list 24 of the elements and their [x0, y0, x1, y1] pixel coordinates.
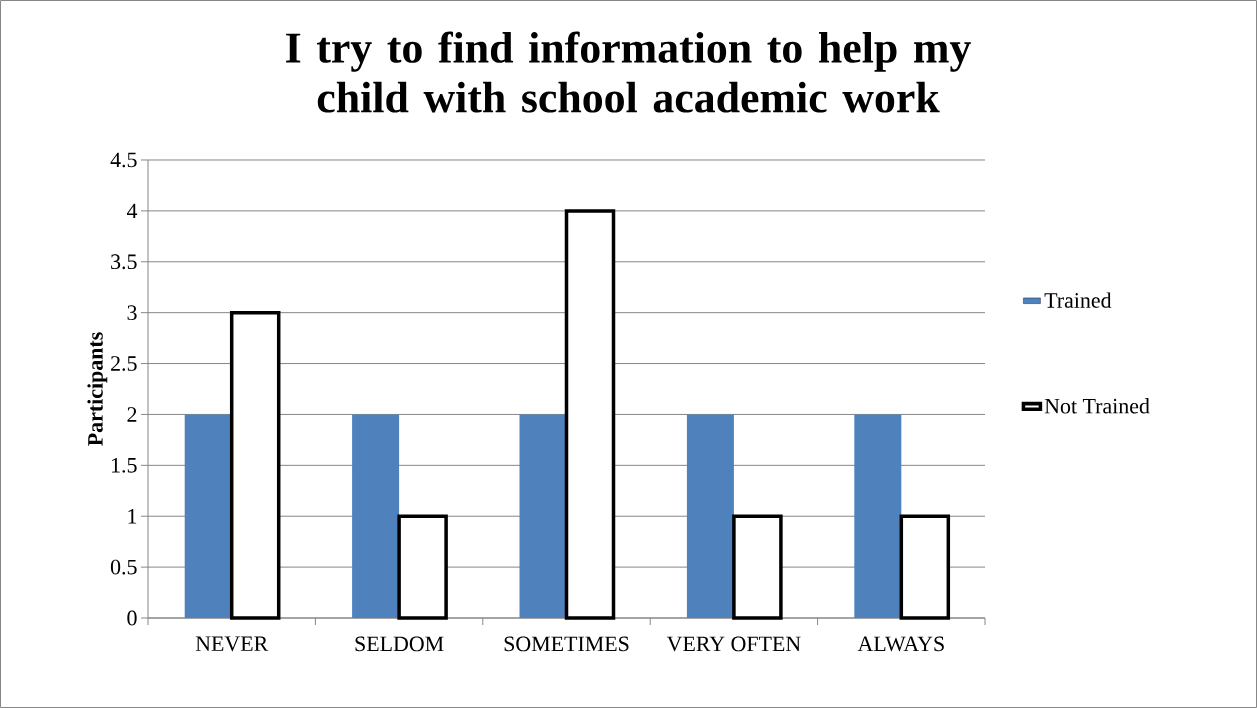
x-tick-label: SOMETIMES — [504, 636, 629, 652]
y-axis-title: Participants — [87, 332, 108, 446]
bar — [854, 414, 902, 618]
x-tick-label: SELDOM — [355, 636, 444, 652]
y-tick-label: 4.5 — [110, 152, 137, 168]
y-tick-label: 0.5 — [110, 559, 137, 575]
x-tick-label: NEVER — [195, 636, 269, 652]
y-tick-label: 3 — [127, 305, 137, 321]
legend-label: Not Trained — [1044, 398, 1150, 414]
bar — [184, 414, 232, 618]
legend-label: Trained — [1044, 292, 1112, 308]
x-tick-label: VERY OFTEN — [666, 636, 801, 652]
y-tick-label: 3.5 — [111, 254, 137, 270]
chart-title: I try to find information to help my child with school academic work — [286, 31, 971, 113]
y-tick-label: 1 — [128, 508, 137, 524]
bar — [519, 414, 567, 618]
y-tick-label: 0 — [127, 610, 137, 626]
y-tick-label: 2.5 — [111, 356, 137, 371]
bar — [686, 414, 734, 618]
x-tick-label: ALWAYS — [857, 636, 944, 652]
y-tick-label: 2 — [127, 407, 137, 422]
y-tick-label: 1.5 — [112, 457, 137, 473]
y-tick-label: 4 — [126, 203, 138, 219]
bar — [352, 414, 400, 618]
